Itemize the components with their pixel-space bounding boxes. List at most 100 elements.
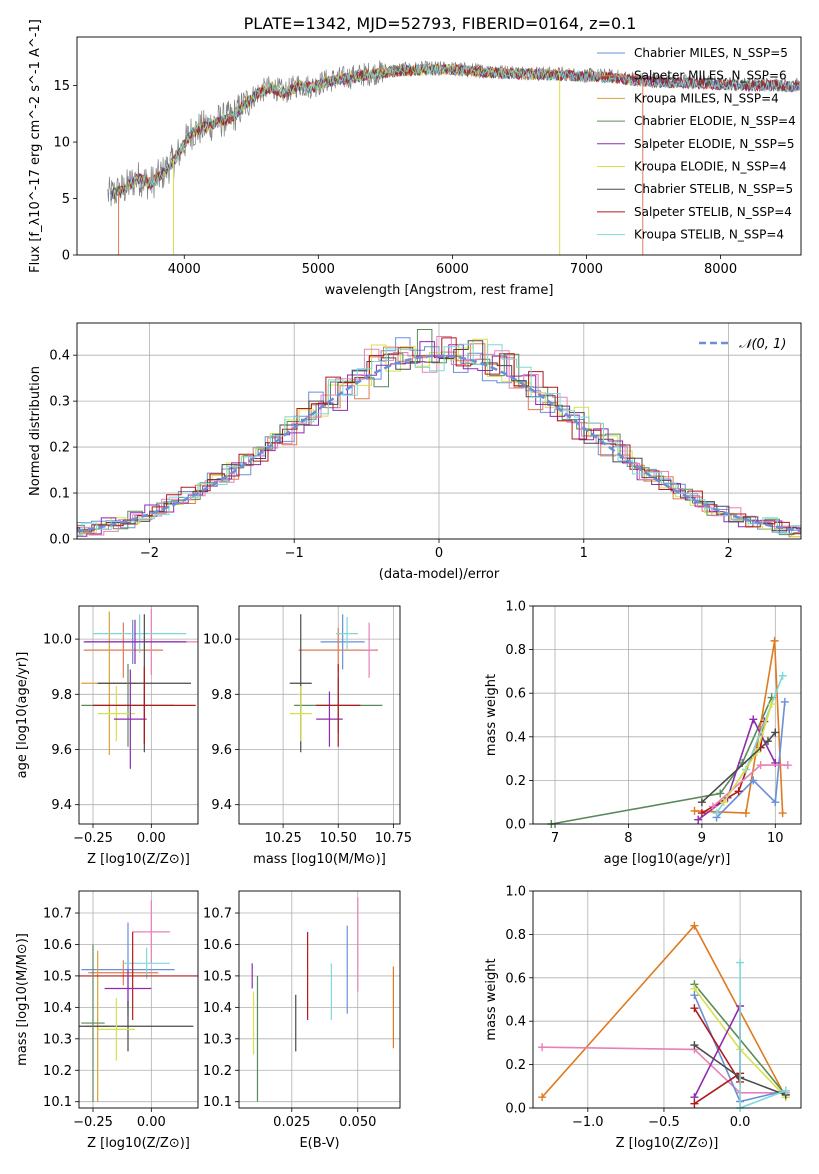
errorbar-point (289, 686, 312, 742)
legend-entry: Kroupa ELODIE, N_SSP=4 (634, 160, 787, 174)
legend-entry: Chabrier MILES, N_SSP=5 (634, 46, 788, 60)
y-axis-label: mass [log10(M/M⊙)] (15, 933, 30, 1066)
y-tick-label: 0.1 (49, 487, 70, 502)
weight-line-chabrier_elodie (551, 697, 773, 825)
x-tick-label: 10.50 (320, 831, 357, 846)
weight-line-chabrier_miles (716, 701, 786, 819)
weight-line-pink (542, 1046, 786, 1094)
errorbar-point (93, 614, 187, 653)
errorbar-point (132, 900, 170, 964)
y-tick-label: 10.4 (43, 1001, 72, 1016)
chart-weight_vs_age: 7 8 9 10 0.0 0.2 0.4 0.6 0.8 1.0 age [log10(age/yr… (484, 600, 802, 867)
x-axis-label: Z [log10(Z/Z⊙)] (616, 1136, 719, 1151)
x-tick-label: 10.75 (375, 831, 412, 846)
errorbar-point (320, 614, 365, 670)
x-tick-label: 7000 (570, 262, 603, 277)
y-tick-label: 10.1 (43, 1095, 72, 1110)
weight-marker (690, 921, 699, 930)
y-axis-label: age [log10(age/yr)] (15, 652, 30, 779)
errorbar-point (83, 619, 187, 664)
legend-entry: 𝒩(0, 1) (739, 337, 786, 352)
legend-entry: Kroupa STELIB, N_SSP=4 (634, 228, 784, 242)
plot-frame (78, 605, 199, 825)
weight-marker (712, 809, 721, 818)
chart-residuals: −2 −1 0 1 2 0.0 0.1 0.2 0.3 0.4 (data-model)/error… (28, 322, 802, 582)
y-tick-label: 10.5 (43, 969, 72, 984)
y-axis-label: Normed distribution (28, 366, 43, 496)
x-tick-label: 6000 (436, 262, 469, 277)
y-tick-label: 10.7 (43, 907, 72, 922)
x-tick-label: 2 (724, 546, 732, 561)
plot-frame (532, 605, 802, 825)
chart-age_vs_mass: 10.25 10.50 10.75 9.4 9.6 9.8 10.0 mass [log10(… (203, 605, 412, 867)
y-tick-label: 1.0 (505, 885, 526, 900)
x-tick-label: 10 (767, 831, 784, 846)
x-tick-label: 8000 (704, 262, 737, 277)
y-axis-label: mass weight (484, 674, 499, 756)
weight-marker (781, 1086, 790, 1095)
errorbar-point (81, 944, 105, 1102)
y-tick-label: 15 (53, 79, 70, 94)
x-tick-label: 0 (435, 546, 443, 561)
y-tick-label: 0.0 (505, 1102, 526, 1117)
histogram-salpeter_elodie (77, 341, 801, 537)
x-tick-label: 7 (551, 831, 559, 846)
weight-marker (716, 789, 725, 798)
y-tick-label: 10.1 (203, 1095, 232, 1110)
x-axis-label: mass [log10(M/M⊙)] (253, 852, 386, 867)
errorbar-point (364, 622, 374, 678)
y-tick-label: 10.0 (203, 633, 232, 648)
figure-title: PLATE=1342, MJD=52793, FIBERID=0164, z=0… (244, 14, 637, 33)
plot-frame (76, 36, 802, 256)
weight-line-orange (694, 640, 784, 814)
y-tick-label: 10.3 (43, 1032, 72, 1047)
legend-entry: Salpeter STELIB, N_SSP=4 (634, 205, 792, 219)
plot-frame (78, 890, 199, 1109)
legend-entry: Salpeter ELODIE, N_SSP=5 (634, 137, 795, 151)
y-tick-label: 10.2 (203, 1064, 232, 1079)
x-tick-label: −0.25 (73, 831, 113, 846)
x-tick-label: 1 (580, 546, 588, 561)
x-tick-label: 0.050 (339, 1115, 376, 1130)
weight-marker (708, 802, 717, 811)
weight-marker (778, 809, 787, 818)
x-tick-label: −0.5 (648, 1115, 680, 1130)
weight-marker (783, 761, 792, 770)
weight-marker (734, 787, 743, 796)
y-tick-label: 10.7 (203, 907, 232, 922)
weight-marker (694, 815, 703, 824)
y-tick-label: 1.0 (505, 600, 526, 615)
y-tick-label: 10.5 (203, 969, 232, 984)
weight-marker (697, 809, 706, 818)
plot-frame (532, 890, 802, 1109)
y-tick-label: 10.4 (203, 1001, 232, 1016)
weight-marker (741, 809, 750, 818)
x-axis-label: age [log10(age/yr)] (604, 852, 731, 867)
x-tick-label: −1.0 (572, 1115, 604, 1130)
weight-marker (749, 715, 758, 724)
plot-frame (238, 605, 401, 825)
weight-marker (690, 1099, 699, 1108)
y-tick-label: 0.6 (505, 687, 526, 702)
y-tick-label: 0.4 (505, 1015, 526, 1030)
y-axis-label: Flux [f_λ10^-17 erg cm^-2 s^-1 A^-1] (28, 19, 43, 273)
chart-spectrum: 4000 5000 6000 7000 8000 0 5 10 15 wavelength [An… (28, 19, 802, 298)
legend-entry: Chabrier STELIB, N_SSP=5 (634, 182, 793, 196)
weight-marker (763, 737, 772, 746)
weight-marker (770, 636, 779, 645)
legend-entry: Kroupa MILES, N_SSP=4 (634, 91, 779, 105)
weight-marker (749, 776, 758, 785)
y-tick-label: 10.3 (203, 1032, 232, 1047)
x-axis-label: wavelength [Angstrom, rest frame] (325, 283, 554, 298)
model-line-kroupa_stelib (112, 62, 801, 199)
errorbar-point (97, 997, 135, 1061)
x-tick-label: 0.025 (273, 1115, 310, 1130)
y-tick-label: 10.0 (43, 633, 72, 648)
x-tick-label: 0.0 (730, 1115, 751, 1130)
x-axis-label: Z [log10(Z/Z⊙)] (87, 1136, 190, 1151)
y-tick-label: 0.8 (505, 643, 526, 658)
weight-marker (697, 798, 706, 807)
histogram-salpeter_stelib (77, 337, 801, 535)
weight-marker (778, 671, 787, 680)
